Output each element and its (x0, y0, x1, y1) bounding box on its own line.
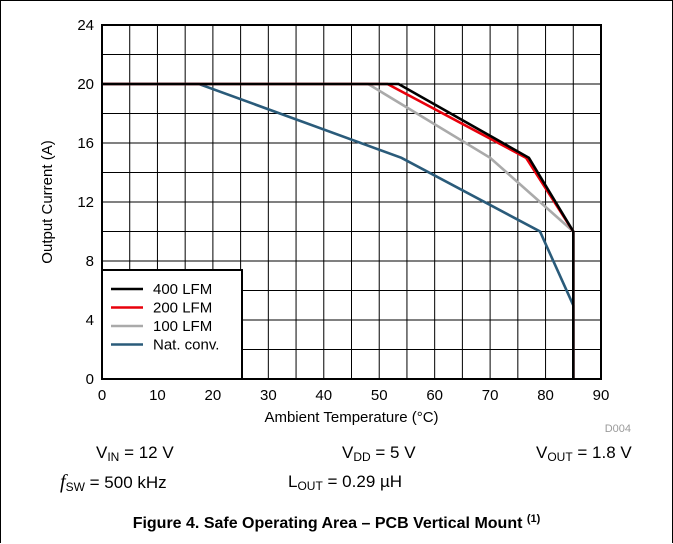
vin-condition: VIN = 12 V (96, 443, 174, 463)
vin-symbol: V (96, 443, 108, 462)
y-axis-label: Output Current (A) (39, 140, 56, 263)
x-tick-label: 0 (98, 387, 106, 404)
x-tick-label: 40 (315, 387, 332, 404)
x-tick-label: 20 (205, 387, 222, 404)
y-tick-label: 12 (77, 194, 94, 211)
x-tick-label: 10 (149, 387, 166, 404)
vdd-symbol: V (342, 443, 354, 462)
x-tick-label: 80 (537, 387, 554, 404)
y-tick-label: 20 (77, 76, 94, 93)
x-tick-label: 30 (260, 387, 277, 404)
legend-label: 400 LFM (153, 281, 212, 298)
caption-text: Figure 4. Safe Operating Area – PCB Vert… (132, 515, 527, 532)
x-tick-label: 70 (482, 387, 499, 404)
y-tick-label: 4 (86, 312, 94, 329)
fsw-symbol: f (60, 471, 66, 493)
vout-symbol: V (536, 443, 548, 462)
vdd-value: = 5 V (370, 443, 416, 462)
y-tick-label: 0 (86, 371, 94, 388)
caption-note: (1) (526, 513, 541, 525)
vdd-subscript: DD (353, 450, 371, 464)
plot-border (101, 24, 602, 380)
vin-value: = 12 V (119, 443, 174, 462)
fsw-value: = 500 kHz (84, 473, 167, 492)
x-axis-label: Ambient Temperature (°C) (264, 409, 438, 426)
fsw-subscript: SW (65, 480, 85, 494)
y-tick-label: 16 (77, 135, 94, 152)
fsw-condition: fSW = 500 kHz (60, 472, 167, 493)
series-line-400-lfm (102, 82, 575, 379)
lout-symbol: L (288, 472, 298, 491)
y-tick-label: 24 (77, 17, 94, 34)
vout-condition: VOUT = 1.8 V (536, 443, 632, 463)
y-tick-label: 8 (86, 253, 94, 270)
x-tick-label: 60 (426, 387, 443, 404)
vdd-condition: VDD = 5 V (342, 443, 416, 463)
figure-caption: Figure 4. Safe Operating Area – PCB Vert… (0, 513, 673, 533)
x-tick-label: 90 (593, 387, 610, 404)
vout-subscript: OUT (547, 450, 573, 464)
legend-label: 200 LFM (153, 300, 212, 317)
legend-label: Nat. conv. (153, 337, 219, 354)
lout-value: = 0.29 µH (322, 472, 403, 491)
lout-condition: LOUT = 0.29 µH (288, 472, 402, 492)
figure-code: D004 (605, 423, 631, 435)
y-tick-labels: 0 4 8 12 16 20 24 (77, 17, 94, 388)
x-tick-labels: 0 10 20 30 40 50 60 70 80 90 (98, 387, 610, 404)
legend-label: 100 LFM (153, 318, 212, 335)
x-tick-label: 50 (371, 387, 388, 404)
vin-subscript: IN (107, 450, 120, 464)
safe-operating-area-chart: 0 10 20 30 40 50 60 70 80 90 0 4 8 12 16 20 24 Ambient … (39, 17, 631, 435)
vout-value: = 1.8 V (572, 443, 632, 462)
lout-subscript: OUT (297, 479, 323, 493)
series-lines (102, 82, 575, 379)
